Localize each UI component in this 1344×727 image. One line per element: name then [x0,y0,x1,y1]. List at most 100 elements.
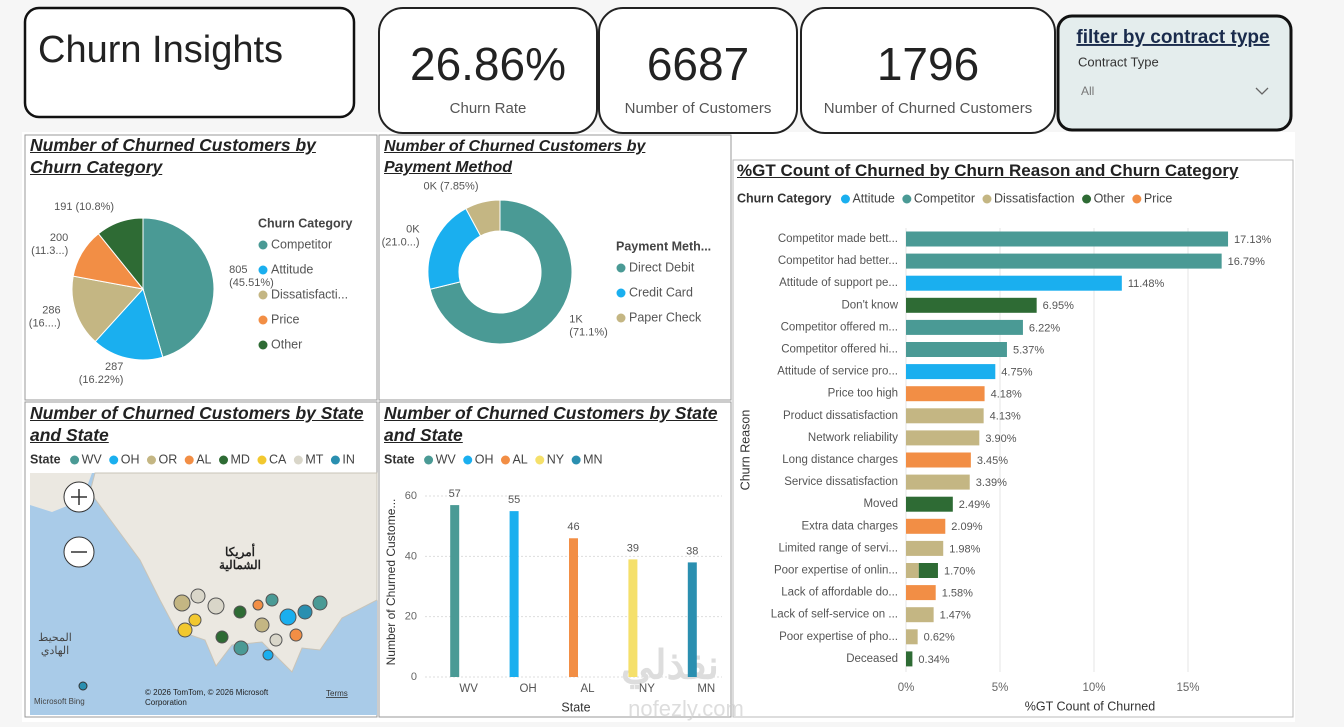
y-tick-label: Poor expertise of pho... [779,631,898,643]
map-bubble [262,649,274,661]
dropdown-value[interactable]: All [1081,84,1094,98]
bar-segment [906,496,953,512]
legend-label: OR [158,452,177,466]
dropdown[interactable]: All [1072,76,1282,108]
bar [569,538,578,677]
legend-dot [500,455,510,465]
bar [687,562,697,677]
legend-dot [219,455,229,465]
slice [465,199,501,237]
data-label: 39 [627,542,639,554]
bar-segment [906,629,918,645]
legend-dot [330,455,340,465]
legend-label: Other [271,337,302,351]
legend-dot [258,265,268,275]
legend-title: Payment Meth... [616,239,711,253]
legend-dot [293,455,303,465]
map-bubble [177,622,193,638]
legend-dot [982,194,992,204]
legend-label: WV [436,452,457,466]
data-label: 17.13% [1234,234,1272,246]
y-tick-label: Lack of affordable do... [781,587,898,599]
map-bubble [269,633,283,647]
legend-label: MT [305,452,323,466]
y-tick-label: Network reliability [808,432,898,444]
data-label: 3.45% [977,455,1008,467]
data-label: 46 [567,521,579,533]
map-label: الشمالية [219,558,261,572]
x-tick-label: 0% [898,682,915,694]
bar-segment [906,231,1229,247]
y-tick-label: Poor expertise of onlin... [774,565,898,577]
legend-title: Churn Category [737,191,832,205]
map-bubble [289,628,303,642]
legend-title: State [384,452,415,466]
data-label: 0K (7.85%) [423,181,478,193]
data-label: 286 [42,304,60,316]
map-bubble [173,594,191,612]
data-label: 6.22% [1029,322,1060,334]
data-label: 0.34% [918,654,949,666]
zoom-out[interactable] [63,536,95,568]
y-tick-label: Competitor made bett... [778,233,898,245]
bar-segment [906,452,971,468]
legend-dot [258,290,268,300]
card [598,7,798,134]
bar-segment [906,386,985,402]
data-label: 6.95% [1043,300,1074,312]
bar-segment [906,297,1037,313]
legend-dot [616,263,626,273]
legend-dot [257,455,267,465]
title-box [23,6,356,119]
legend-label: Direct Debit [629,260,695,274]
data-label: 2.09% [951,521,982,533]
data-label: 200 [50,232,68,244]
map-bubble [188,613,202,627]
bar-segment [906,563,919,578]
y-tick-label: Competitor had better... [778,255,898,267]
card-value: 26.86% [410,38,566,90]
card [378,7,598,134]
legend-label: Attitude [271,262,313,276]
map-credit: Corporation [145,698,187,707]
y-tick-label: Extra data charges [801,520,898,532]
map-bubble [279,608,297,626]
legend-title: Churn Category [258,216,353,230]
x-tick-label: 15% [1176,682,1199,694]
map-terms[interactable]: Terms [326,689,348,698]
bar-segment [906,585,936,601]
legend-dot [463,455,473,465]
y-tick-label: Service dissatisfaction [784,476,898,488]
y-tick-label: Long distance charges [782,454,898,466]
legend-label: Price [1144,191,1173,205]
y-tick-label: 0 [411,671,417,683]
bar-segment [906,364,996,380]
legend-label: Dissatisfaction [994,191,1075,205]
dropdown-field[interactable] [1072,76,1282,108]
legend-label: Competitor [914,191,975,205]
slice [142,217,215,358]
legend-label: Competitor [271,237,332,251]
card-value: 6687 [647,38,749,90]
map-label: الهادي [41,645,69,657]
data-label: 4.75% [1001,367,1032,379]
dropdown-chevron[interactable] [1255,87,1269,95]
y-tick-label: Don't know [841,299,898,311]
data-label: 3.39% [976,477,1007,489]
legend-label: OH [121,452,140,466]
panel-title: Number of Churned Customers by State and… [30,403,364,445]
y-tick-label: 60 [405,490,417,502]
slice [97,217,144,291]
y-tick-label: Lack of self-service on ... [771,609,898,621]
legend-dot [616,288,626,298]
zoom-in[interactable] [63,481,95,513]
data-label: 1.58% [942,588,973,600]
legend-label: MN [583,452,602,466]
legend-label: CA [269,452,287,466]
legend-dot [258,340,268,350]
map-bubble [233,605,247,619]
legend-label: WV [82,452,103,466]
zoom-in-icon[interactable] [71,489,87,505]
map-bubble [190,588,206,604]
